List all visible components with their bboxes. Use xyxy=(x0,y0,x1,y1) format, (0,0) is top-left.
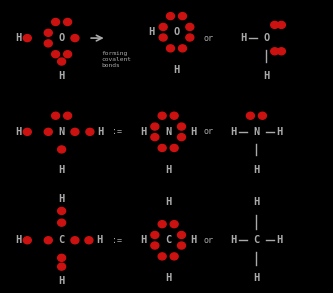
Circle shape xyxy=(64,112,72,119)
Text: N: N xyxy=(59,127,65,137)
Circle shape xyxy=(166,13,174,20)
Circle shape xyxy=(23,35,31,42)
Text: H: H xyxy=(253,165,259,175)
Circle shape xyxy=(177,134,185,141)
Text: H: H xyxy=(230,235,236,245)
Text: N: N xyxy=(165,127,171,137)
Circle shape xyxy=(246,112,254,119)
Text: H: H xyxy=(59,71,65,81)
Text: O: O xyxy=(173,27,179,37)
Circle shape xyxy=(44,29,52,36)
Text: H: H xyxy=(173,65,179,75)
Circle shape xyxy=(58,254,66,261)
Text: H: H xyxy=(59,165,65,175)
Text: H: H xyxy=(190,235,196,245)
Text: H: H xyxy=(140,235,146,245)
Circle shape xyxy=(151,242,159,249)
Circle shape xyxy=(44,237,52,244)
Text: O: O xyxy=(263,33,269,43)
Text: C: C xyxy=(253,235,259,245)
Circle shape xyxy=(166,45,174,52)
Text: C: C xyxy=(165,235,171,245)
Circle shape xyxy=(58,207,66,214)
Text: C: C xyxy=(59,235,65,245)
Circle shape xyxy=(52,51,60,58)
Circle shape xyxy=(178,45,186,52)
Circle shape xyxy=(71,128,79,135)
Text: H: H xyxy=(240,33,246,43)
Circle shape xyxy=(151,231,159,239)
Text: H: H xyxy=(165,165,171,175)
Circle shape xyxy=(23,128,31,135)
Circle shape xyxy=(58,263,66,270)
Text: H: H xyxy=(15,127,21,137)
Circle shape xyxy=(258,112,266,119)
Circle shape xyxy=(158,253,166,260)
Text: H: H xyxy=(230,127,236,137)
Text: forming
covalent
bonds: forming covalent bonds xyxy=(102,51,132,68)
Circle shape xyxy=(44,128,52,135)
Circle shape xyxy=(158,221,166,228)
Text: :=: := xyxy=(112,236,122,245)
Text: H: H xyxy=(165,197,171,207)
Circle shape xyxy=(271,21,279,28)
Circle shape xyxy=(85,237,93,244)
Circle shape xyxy=(151,123,159,130)
Circle shape xyxy=(58,219,66,226)
Text: H: H xyxy=(263,71,269,81)
Text: or: or xyxy=(203,236,213,245)
Circle shape xyxy=(177,123,185,130)
Text: H: H xyxy=(96,235,102,245)
Circle shape xyxy=(52,18,60,25)
Circle shape xyxy=(71,237,79,244)
Circle shape xyxy=(23,237,31,244)
Text: H: H xyxy=(253,197,259,207)
Text: H: H xyxy=(190,127,196,137)
Circle shape xyxy=(277,21,285,28)
Circle shape xyxy=(186,23,194,30)
Circle shape xyxy=(177,231,185,239)
Text: :=: := xyxy=(112,127,122,136)
Text: H: H xyxy=(15,33,21,43)
Circle shape xyxy=(64,51,72,58)
Circle shape xyxy=(151,134,159,141)
Text: H: H xyxy=(253,273,259,283)
Circle shape xyxy=(271,48,279,55)
Circle shape xyxy=(170,144,178,151)
Circle shape xyxy=(178,13,186,20)
Circle shape xyxy=(277,48,285,55)
Circle shape xyxy=(170,221,178,228)
Circle shape xyxy=(44,40,52,47)
Text: or: or xyxy=(203,34,213,42)
Circle shape xyxy=(158,112,166,119)
Circle shape xyxy=(58,146,66,153)
Circle shape xyxy=(170,112,178,119)
Text: H: H xyxy=(149,27,155,37)
Circle shape xyxy=(186,34,194,41)
Circle shape xyxy=(71,35,79,42)
Text: or: or xyxy=(203,127,213,136)
Circle shape xyxy=(177,242,185,249)
Text: O: O xyxy=(59,33,65,43)
Text: N: N xyxy=(253,127,259,137)
Circle shape xyxy=(170,253,178,260)
Circle shape xyxy=(52,112,60,119)
Circle shape xyxy=(58,58,66,65)
Text: H: H xyxy=(97,127,103,137)
Text: H: H xyxy=(59,276,65,286)
Text: H: H xyxy=(165,273,171,283)
Text: H: H xyxy=(277,127,283,137)
Circle shape xyxy=(159,34,167,41)
Circle shape xyxy=(64,18,72,25)
Text: H: H xyxy=(277,235,283,245)
Text: H: H xyxy=(59,194,65,204)
Circle shape xyxy=(86,128,94,135)
Circle shape xyxy=(158,144,166,151)
Circle shape xyxy=(159,23,167,30)
Text: H: H xyxy=(15,235,21,245)
Text: H: H xyxy=(140,127,146,137)
